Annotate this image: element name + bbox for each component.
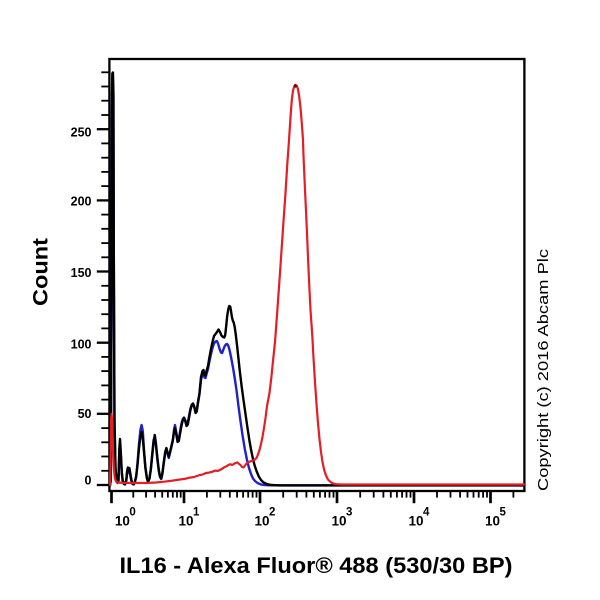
svg-text:3: 3 (346, 506, 352, 518)
svg-text:0: 0 (129, 506, 135, 518)
svg-text:4: 4 (423, 506, 430, 518)
svg-text:250: 250 (71, 126, 92, 140)
svg-text:200: 200 (71, 195, 92, 209)
svg-text:10: 10 (331, 514, 346, 529)
svg-text:100: 100 (71, 337, 92, 351)
svg-text:10: 10 (178, 514, 193, 529)
svg-text:IL16 - Alexa Fluor® 488 (530/3: IL16 - Alexa Fluor® 488 (530/30 BP) (120, 553, 513, 578)
svg-text:2: 2 (269, 506, 275, 518)
svg-text:10: 10 (485, 514, 500, 529)
svg-text:10: 10 (115, 514, 130, 529)
svg-text:150: 150 (71, 266, 92, 280)
svg-text:5: 5 (499, 506, 506, 518)
svg-text:10: 10 (254, 514, 269, 529)
svg-text:1: 1 (193, 506, 200, 518)
svg-text:Count: Count (28, 238, 52, 306)
svg-text:10: 10 (408, 514, 423, 529)
svg-text:Copyright (c) 2016 Abcam Plc: Copyright (c) 2016 Abcam Plc (536, 249, 552, 491)
svg-text:50: 50 (78, 407, 92, 421)
svg-text:0: 0 (85, 474, 92, 488)
